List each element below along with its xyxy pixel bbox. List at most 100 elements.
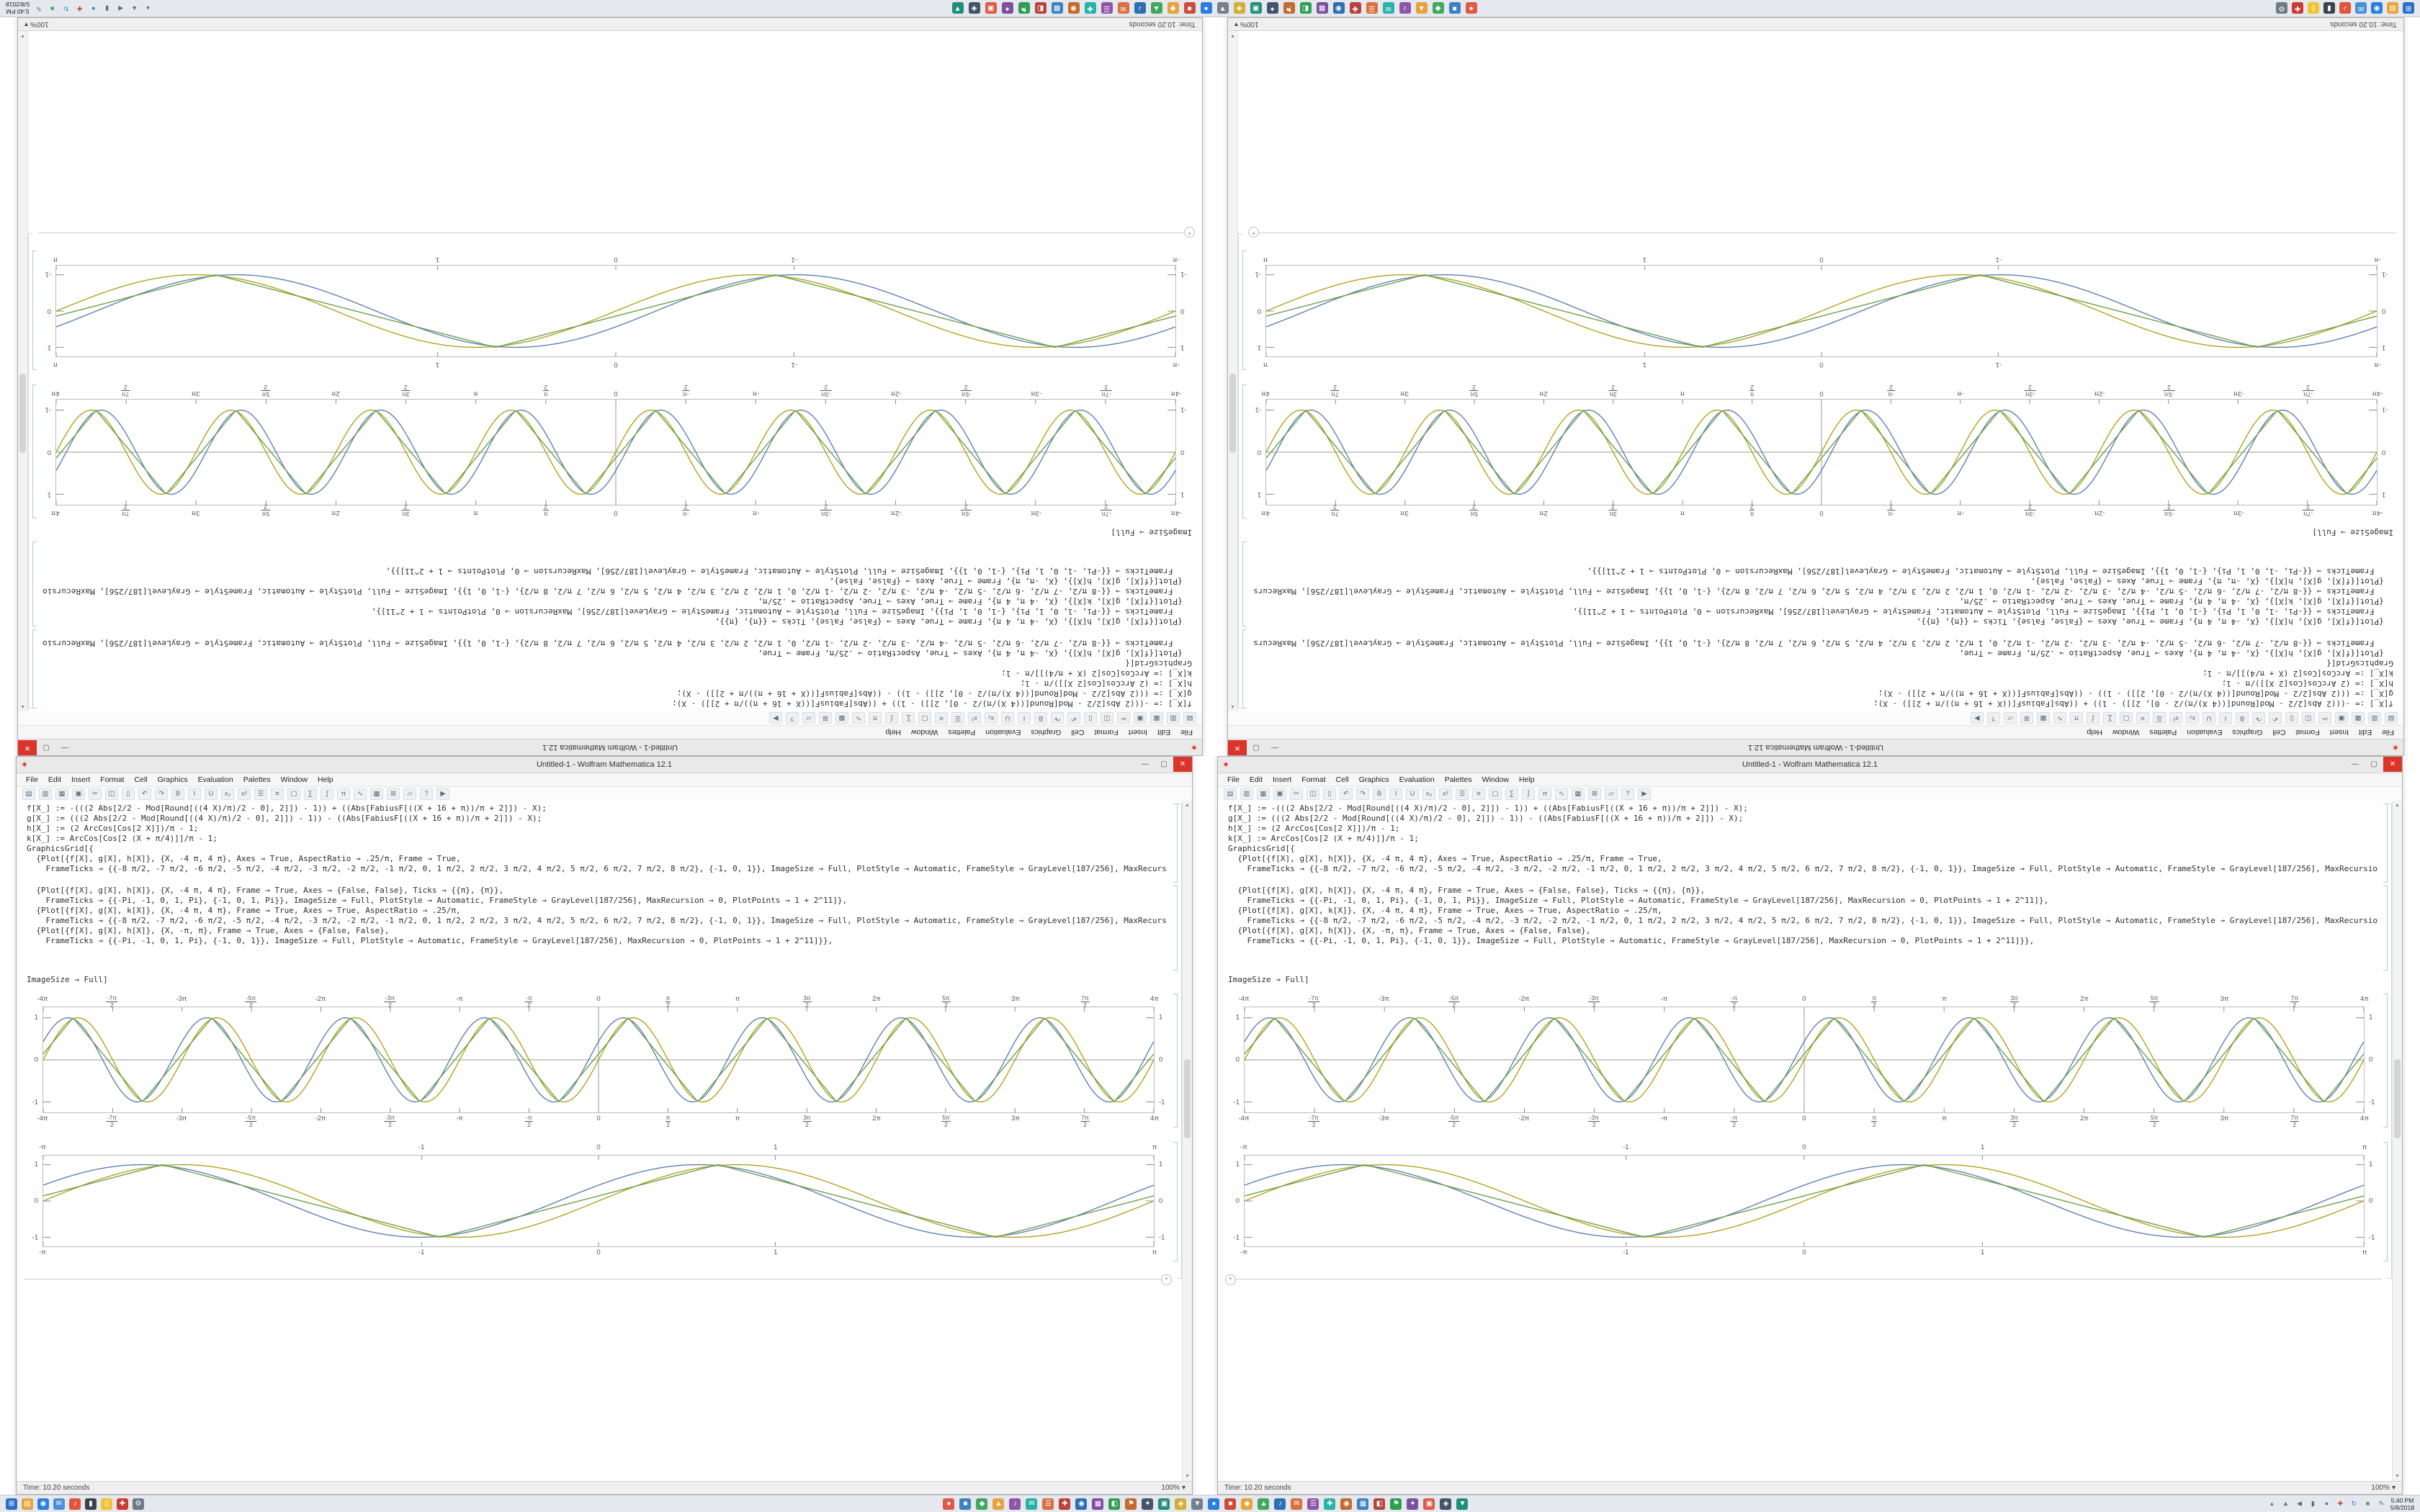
cell-bracket[interactable] [1242, 251, 1247, 370]
cell-bracket[interactable] [2383, 994, 2388, 1128]
minimize-button[interactable]: — [61, 744, 68, 752]
undo-icon[interactable]: ↶ [2269, 712, 2282, 724]
menu-graphics[interactable]: Graphics [1031, 728, 1062, 737]
taskbar-app-icon[interactable]: ✚ [1059, 1498, 1071, 1510]
underline-icon[interactable]: U [1406, 788, 1419, 800]
network-icon[interactable]: ▲ [131, 5, 138, 12]
paste-icon[interactable]: ▯ [1323, 788, 1336, 800]
network-icon[interactable]: ▲ [2282, 1500, 2289, 1507]
table-icon[interactable]: ⊞ [2020, 712, 2033, 724]
open-icon[interactable]: ▥ [1167, 712, 1180, 724]
align-center-icon[interactable]: ≡ [271, 788, 284, 800]
taskbar-app-icon[interactable]: ■ [1448, 2, 1461, 14]
bold-icon[interactable]: B [1373, 788, 1386, 800]
sine-curve-icon[interactable]: ∿ [2053, 712, 2066, 724]
evaluate-icon[interactable]: ▶ [436, 788, 449, 800]
update-icon[interactable]: ↻ [63, 5, 69, 12]
menu-window[interactable]: Window [2112, 728, 2140, 737]
cell-bracket[interactable] [32, 541, 37, 626]
taskbar-app-icon[interactable]: ■ [1183, 2, 1196, 14]
pi-icon[interactable]: π [1538, 788, 1551, 800]
taskbar-app-icon[interactable]: ▼ [1191, 1498, 1204, 1510]
cloud-sync-icon[interactable]: ● [2324, 1500, 2329, 1507]
superscript-icon[interactable]: x² [1439, 788, 1452, 800]
menu-evaluation[interactable]: Evaluation [1399, 775, 1435, 784]
new-icon[interactable]: ▤ [1183, 712, 1196, 724]
taskbar-app-icon[interactable]: ✉ [1382, 2, 1394, 14]
taskbar-app-icon[interactable]: ◆ [1432, 2, 1444, 14]
close-button[interactable]: ✕ [18, 740, 37, 755]
cell-bracket[interactable] [2383, 804, 2388, 883]
taskbar-app-icon[interactable]: ■ [1224, 1498, 1237, 1510]
scrollbar-thumb[interactable] [1229, 373, 1236, 453]
taskbar-app-icon[interactable]: ▣ [1423, 1498, 1435, 1510]
menu-format[interactable]: Format [1301, 775, 1326, 784]
menu-insert[interactable]: Insert [71, 775, 91, 784]
cut-icon[interactable]: ✂ [1290, 788, 1303, 800]
input-cell-2[interactable]: {Plot[{f[X], g[X], h[X]}, {X, -4 π, 4 π}… [1228, 886, 2378, 946]
cell-bracket[interactable] [1238, 233, 1242, 708]
taskbar-app-icon[interactable]: ◧ [1373, 1498, 1386, 1510]
copy-icon[interactable]: ◫ [105, 788, 118, 800]
input-cell-1[interactable]: f[X_] := -(((2 Abs[2/2 - Mod[Round[((4 X… [1228, 804, 2378, 874]
minimize-button[interactable]: — [1271, 744, 1278, 752]
menu-edit[interactable]: Edit [2358, 728, 2372, 737]
menu-window[interactable]: Window [280, 775, 308, 784]
terminal-icon[interactable]: ▮ [85, 1498, 97, 1510]
save-icon[interactable]: ▦ [2352, 712, 2365, 724]
align-left-icon[interactable]: ☰ [951, 712, 964, 724]
browser-icon[interactable]: ◉ [37, 1498, 49, 1510]
table-icon[interactable]: ⊞ [819, 712, 832, 724]
taskbar-app-icon[interactable]: ☰ [1366, 2, 1378, 14]
zoom-control[interactable]: 100% ▾ [1234, 20, 1259, 28]
evaluate-icon[interactable]: ▶ [1971, 712, 1984, 724]
taskbar-app-icon[interactable]: ✚ [1324, 1498, 1336, 1510]
grid-icon[interactable]: ▦ [835, 712, 848, 724]
hidden-icons-icon[interactable]: ▴ [2270, 1500, 2274, 1507]
sine-curve-icon[interactable]: ∿ [852, 712, 865, 724]
taskbar-app-icon[interactable]: ■ [959, 1498, 972, 1510]
taskbar-app-icon[interactable]: ♪ [1274, 1498, 1286, 1510]
input-cell-2[interactable]: {Plot[{f[X], g[X], h[X]}, {X, -4 π, 4 π}… [1252, 566, 2393, 626]
align-left-icon[interactable]: ☰ [1456, 788, 1469, 800]
insert-cell-button[interactable]: + [1161, 1274, 1172, 1285]
menu-palettes[interactable]: Palettes [948, 728, 976, 737]
align-center-icon[interactable]: ≡ [1472, 788, 1485, 800]
taskbar-app-icon[interactable]: ▦ [1051, 2, 1063, 14]
taskbar-app-icon[interactable]: ☰ [1101, 2, 1113, 14]
image-icon[interactable]: ▱ [403, 788, 416, 800]
minimize-button[interactable]: — [2352, 760, 2359, 768]
file-explorer-icon[interactable]: ▤ [2387, 2, 2398, 14]
menu-window[interactable]: Window [1482, 775, 1510, 784]
menu-cell[interactable]: Cell [1335, 775, 1349, 784]
integral-icon[interactable]: ∫ [321, 788, 333, 800]
taskbar-app-icon[interactable]: ◈ [1175, 1498, 1187, 1510]
minimize-button[interactable]: — [1142, 760, 1149, 768]
start-button[interactable]: ⊞ [6, 1498, 17, 1510]
menu-evaluation[interactable]: Evaluation [2187, 728, 2223, 737]
menu-help[interactable]: Help [1519, 775, 1535, 784]
grid-icon[interactable]: ▦ [2037, 712, 2050, 724]
menu-palettes[interactable]: Palettes [2149, 728, 2177, 737]
cell-bracket[interactable] [2383, 886, 2388, 971]
taskbar-app-icon[interactable]: ✦ [1001, 2, 1013, 14]
update-icon[interactable]: ↻ [2351, 1500, 2357, 1507]
new-icon[interactable]: ▤ [1224, 788, 1237, 800]
taskbar-app-icon[interactable]: ▦ [1357, 1498, 1369, 1510]
notes-icon[interactable]: ▯ [101, 1498, 112, 1510]
taskbar-app-icon[interactable]: ✉ [1291, 1498, 1303, 1510]
taskbar-app-icon[interactable]: ▲ [1150, 2, 1162, 14]
taskbar-app-icon[interactable]: ✦ [1407, 1498, 1419, 1510]
taskbar-app-icon[interactable]: ◈ [1233, 2, 1245, 14]
align-left-icon[interactable]: ☰ [254, 788, 267, 800]
volume-icon[interactable]: ◀ [2296, 1500, 2302, 1507]
maximize-button[interactable]: ▢ [1160, 760, 1168, 768]
taskbar-app-icon[interactable]: ◆ [1241, 1498, 1253, 1510]
cell-bracket[interactable] [1242, 541, 1247, 626]
cell-bracket[interactable] [32, 629, 37, 708]
cell-bracket[interactable] [32, 251, 37, 370]
menu-cell[interactable]: Cell [2272, 728, 2286, 737]
taskbar-app-icon[interactable]: ♪ [1399, 2, 1411, 14]
cell-bracket[interactable] [1242, 384, 1247, 518]
input-cell-tail[interactable]: ImageSize → Full] [42, 527, 1192, 537]
